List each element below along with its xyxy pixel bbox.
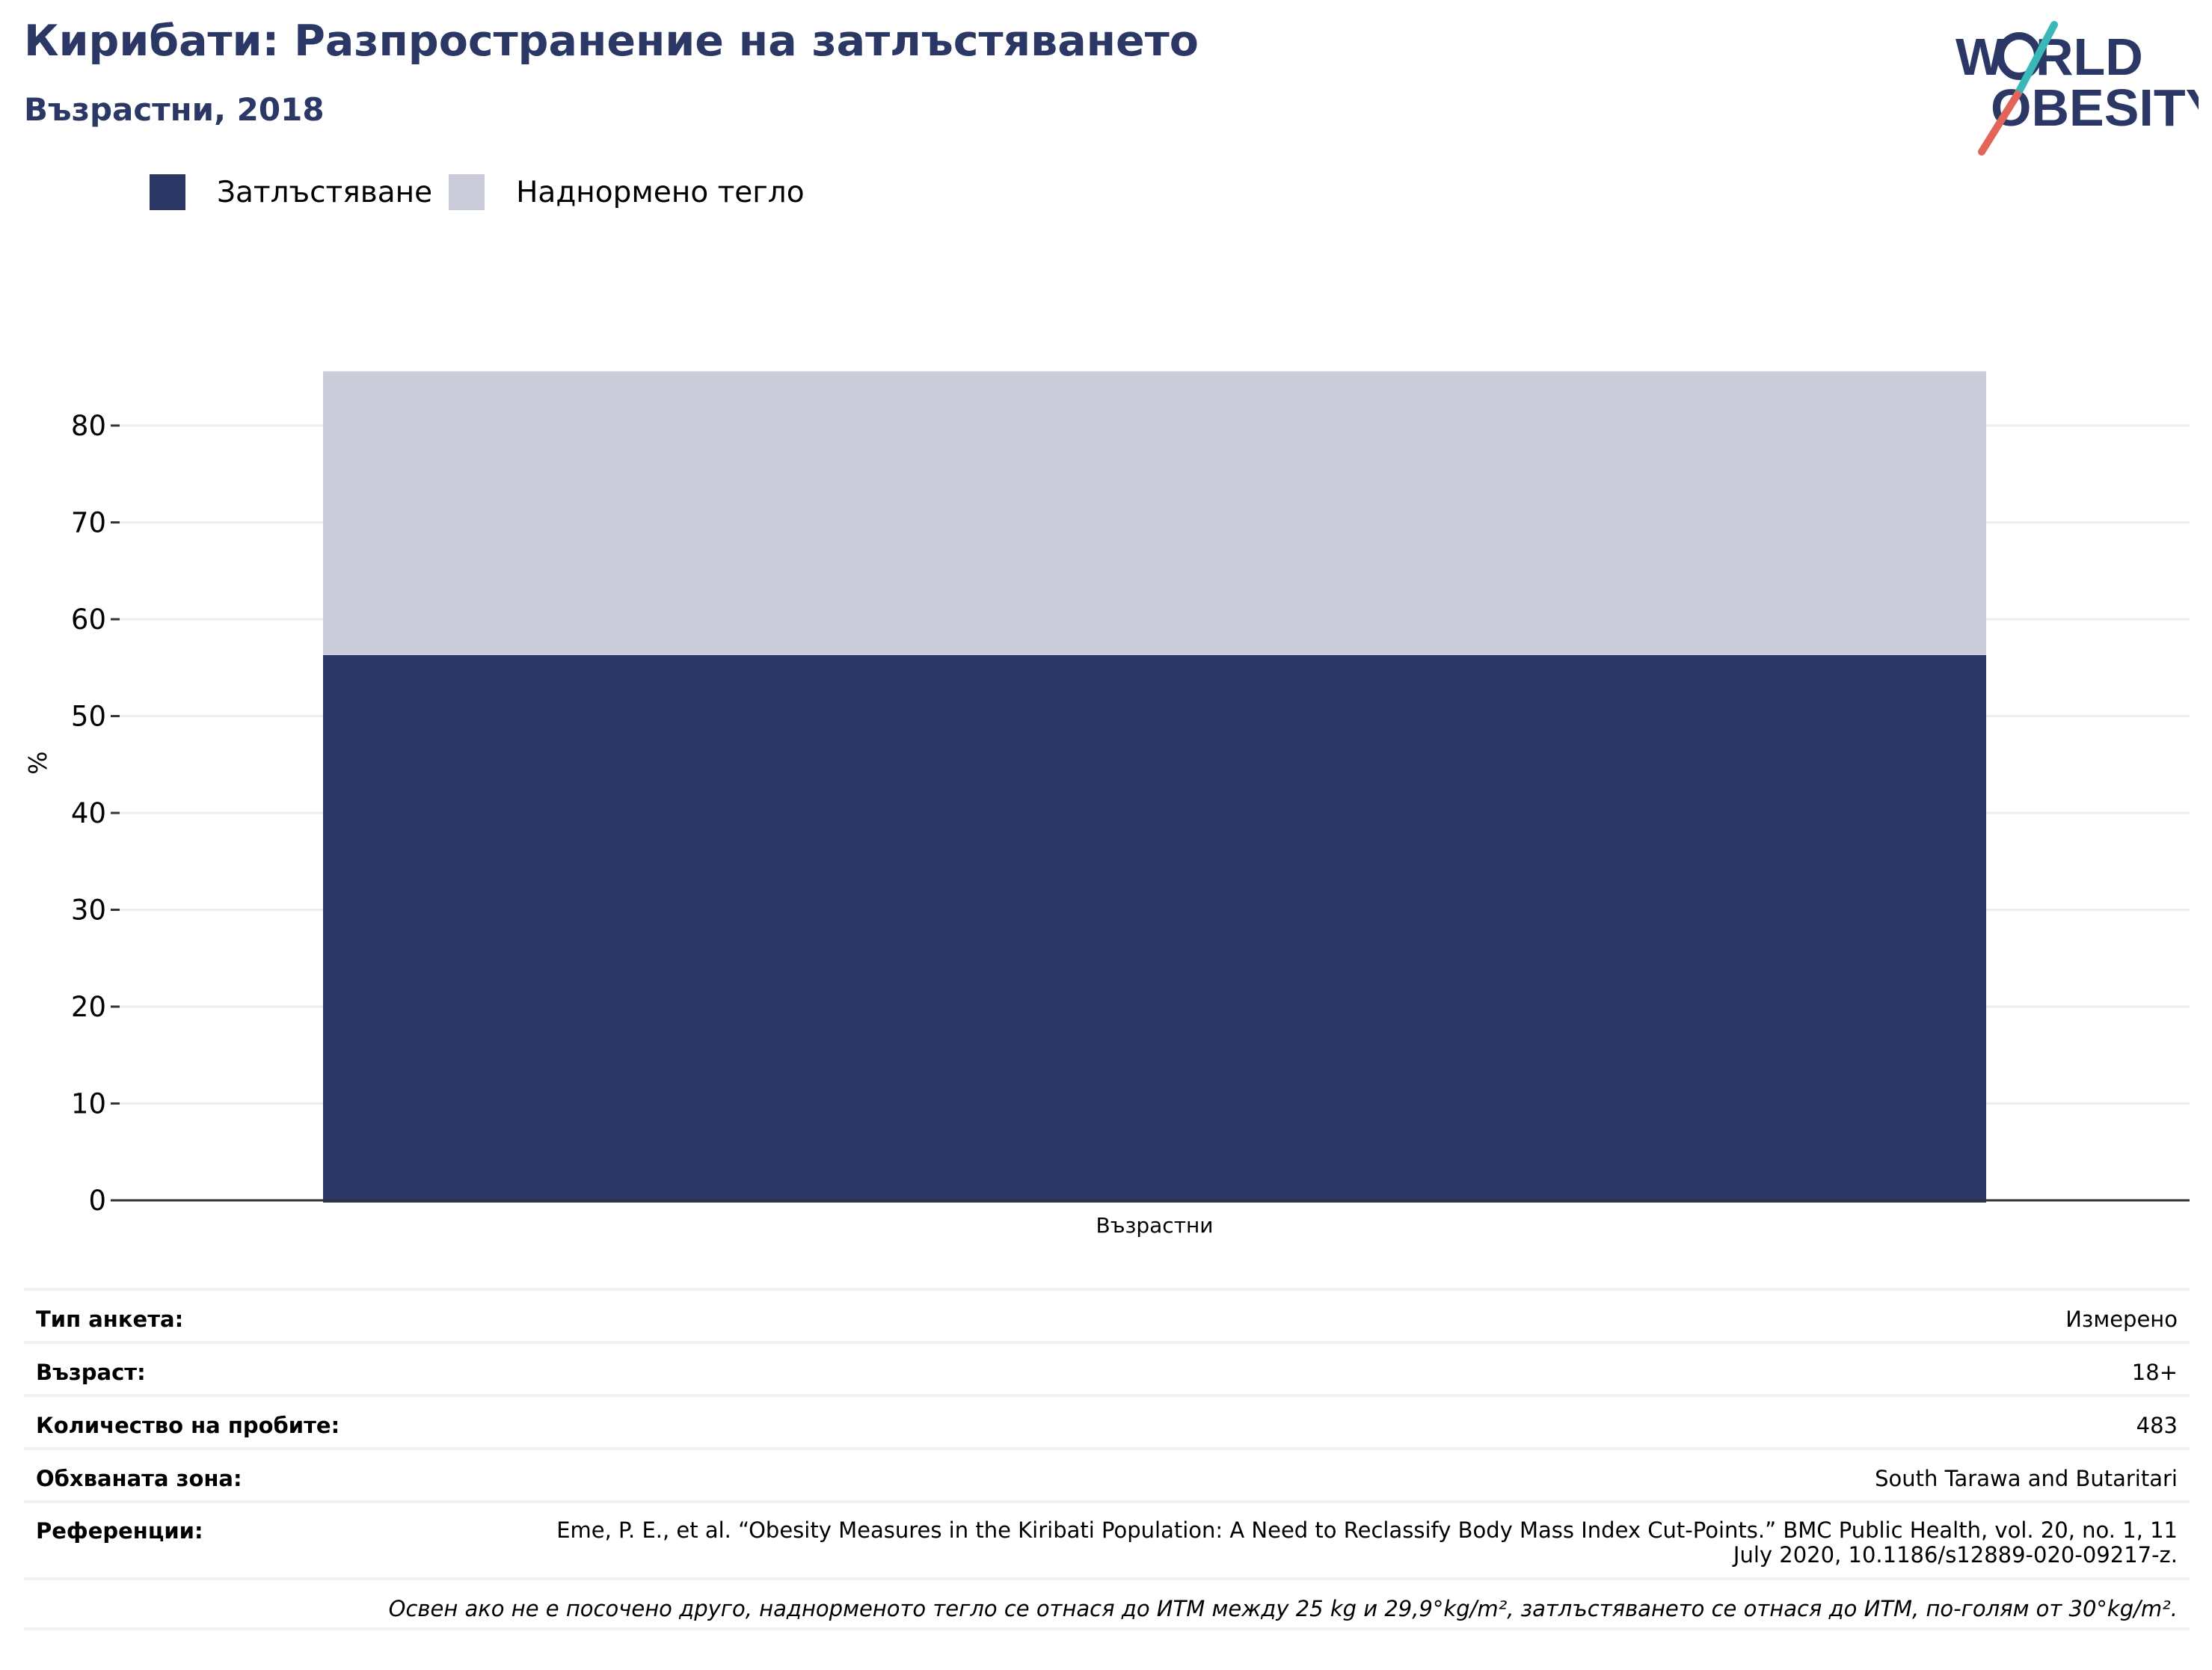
- info-value: 18+: [2131, 1360, 2178, 1385]
- stacked-bar-chart: 0 10 20 30 40 50 60 70 80% Възрастни: [23, 371, 2190, 1238]
- bar-obesity: [323, 654, 1986, 1203]
- info-row-sample-size: Количество на пробите: 483: [24, 1394, 2190, 1447]
- info-key: Обхваната зона:: [36, 1466, 242, 1491]
- y-tick-label: 50: [71, 701, 106, 733]
- svg-text:RLD: RLD: [2036, 28, 2143, 86]
- y-tick-label: 40: [71, 797, 106, 829]
- y-tick-label: 70: [71, 507, 106, 539]
- info-row-survey-type: Тип анкета: Измерено: [24, 1288, 2190, 1341]
- y-tick-label: 30: [71, 894, 106, 927]
- reference-text: Eme, P. E., et al. “Obesity Measures in …: [556, 1517, 2178, 1568]
- info-value: South Tarawa and Butaritari: [1875, 1466, 2178, 1491]
- legend-item-obesity[interactable]: Затлъстяване: [150, 174, 432, 210]
- legend-swatch-overweight: [449, 174, 485, 210]
- world-obesity-logo: W RLD OBESITY: [1956, 21, 2199, 156]
- info-key: Тип анкета:: [36, 1307, 184, 1332]
- info-row-area-covered: Обхваната зона: South Tarawa and Butarit…: [24, 1447, 2190, 1500]
- y-tick-label: 60: [71, 604, 106, 636]
- y-axis-label: %: [23, 751, 52, 774]
- y-tick-label: 10: [71, 1088, 106, 1120]
- info-row-references: Референции: Eme, P. E., et al. “Obesity …: [24, 1500, 2190, 1577]
- legend-item-overweight[interactable]: Наднормено тегло: [449, 174, 805, 210]
- info-row-age: Възраст: 18+: [24, 1341, 2190, 1394]
- survey-info-table: Тип анкета: Измерено Възраст: 18+ Количе…: [24, 1288, 2190, 1630]
- y-tick-label: 0: [88, 1185, 106, 1217]
- info-key: Възраст:: [36, 1360, 146, 1385]
- legend-label-overweight: Наднормено тегло: [516, 175, 805, 209]
- y-tick-label: 20: [71, 991, 106, 1023]
- info-key: Референции:: [36, 1518, 203, 1544]
- legend-swatch-obesity: [150, 174, 185, 210]
- legend-label-obesity: Затлъстяване: [217, 175, 433, 209]
- y-tick-label: 80: [71, 410, 106, 442]
- bar-overweight: [323, 371, 1986, 655]
- svg-text:OBESITY: OBESITY: [1991, 79, 2199, 137]
- info-key: Количество на пробите:: [36, 1413, 340, 1438]
- definition-note: Освен ако не е посочено друго, наднормен…: [24, 1577, 2190, 1630]
- info-value: Измерено: [2065, 1307, 2178, 1332]
- chart-title: Кирибати: Разпространение на затлъстяван…: [24, 16, 1199, 66]
- x-tick-label: Възрастни: [1096, 1213, 1213, 1238]
- chart-subtitle: Възрастни, 2018: [24, 91, 325, 128]
- legend: Затлъстяване Наднормено тегло: [150, 174, 821, 211]
- info-value: 483: [2136, 1413, 2178, 1438]
